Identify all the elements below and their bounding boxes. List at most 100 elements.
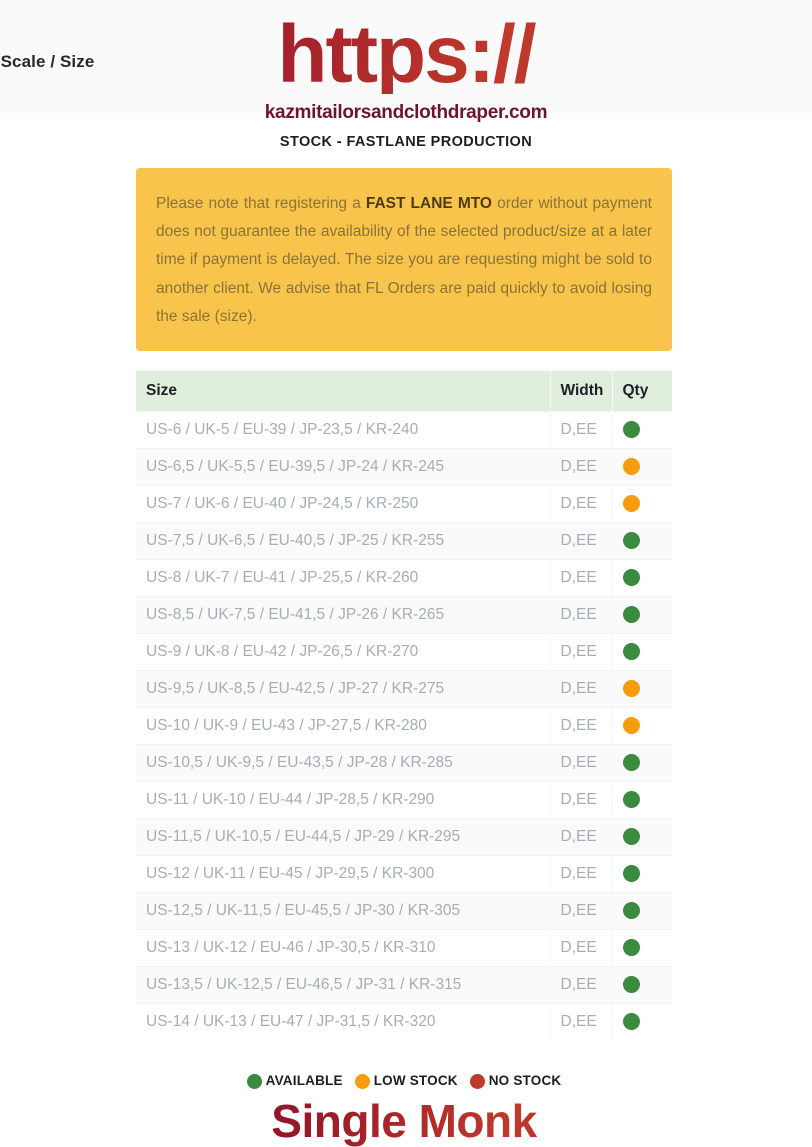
cell-size: US-8 / UK-7 / EU-41 / JP-25,5 / KR-260: [136, 559, 551, 597]
stock-status-available-icon: [622, 569, 640, 587]
cell-size: US-13 / UK-12 / EU-46 / JP-30,5 / KR-310: [136, 929, 551, 967]
cell-size: US-11 / UK-10 / EU-44 / JP-28,5 / KR-290: [136, 781, 551, 819]
cell-size: US-11,5 / UK-10,5 / EU-44,5 / JP-29 / KR…: [136, 818, 551, 856]
cell-width: D,EE: [550, 670, 613, 708]
legend-label: NO STOCK: [488, 1073, 562, 1089]
cell-width: D,EE: [550, 448, 613, 486]
stock-status-available-icon: [622, 532, 640, 550]
cell-width: D,EE: [550, 855, 613, 893]
stock-legend: AVAILABLE LOW STOCK NO STOCK: [136, 1072, 672, 1090]
stock-status-available-icon: [622, 791, 640, 809]
stock-status-low-icon: [622, 680, 640, 698]
table-row[interactable]: US-11 / UK-10 / EU-44 / JP-28,5 / KR-290…: [136, 781, 672, 819]
stock-table-head: Size Width Qty: [136, 371, 672, 412]
cell-qty: [612, 633, 672, 671]
cell-size: US-13,5 / UK-12,5 / EU-46,5 / JP-31 / KR…: [136, 966, 551, 1004]
cell-qty: [612, 596, 672, 634]
cell-width: D,EE: [550, 966, 613, 1004]
table-row[interactable]: US-9 / UK-8 / EU-42 / JP-26,5 / KR-270 D,…: [136, 633, 672, 671]
table-row[interactable]: US-12 / UK-11 / EU-45 / JP-29,5 / KR-300…: [136, 855, 672, 893]
stock-status-available-icon: [622, 902, 640, 920]
header-band: [0, 0, 812, 113]
table-row[interactable]: US-7 / UK-6 / EU-40 / JP-24,5 / KR-250 D,…: [136, 485, 672, 523]
table-row[interactable]: US-6 / UK-5 / EU-39 / JP-23,5 / KR-240 D,…: [136, 411, 672, 449]
legend-label: AVAILABLE: [265, 1073, 343, 1089]
stock-table-body: US-6 / UK-5 / EU-39 / JP-23,5 / KR-240 D,…: [136, 411, 672, 1041]
table-row[interactable]: US-6,5 / UK-5,5 / EU-39,5 / JP-24 / KR-2…: [136, 448, 672, 486]
table-row[interactable]: US-13 / UK-12 / EU-46 / JP-30,5 / KR-310…: [136, 929, 672, 967]
warning-text-after: order without payment does not guarantee…: [156, 195, 652, 325]
cell-width: D,EE: [550, 929, 613, 967]
table-row[interactable]: US-14 / UK-13 / EU-47 / JP-31,5 / KR-320…: [136, 1003, 672, 1041]
table-row[interactable]: US-10,5 / UK-9,5 / EU-43,5 / JP-28 / KR-…: [136, 744, 672, 782]
cell-width: D,EE: [550, 892, 613, 930]
legend-label: LOW STOCK: [373, 1073, 458, 1089]
stock-status-available-icon: [622, 828, 640, 846]
stock-table: Size Width Qty US-6 / UK-5 / EU-39 / JP-…: [136, 371, 672, 1041]
cell-qty: [612, 485, 672, 523]
stock-status-available-icon: [622, 643, 640, 661]
cell-width: D,EE: [550, 633, 613, 671]
stock-status-low-icon: [622, 458, 640, 476]
table-header-row: Size Width Qty: [136, 371, 672, 412]
cell-qty: [612, 892, 672, 930]
table-row[interactable]: US-9,5 / UK-8,5 / EU-42,5 / JP-27 / KR-2…: [136, 670, 672, 708]
cell-size: US-6,5 / UK-5,5 / EU-39,5 / JP-24 / KR-2…: [136, 448, 551, 486]
cell-size: US-12 / UK-11 / EU-45 / JP-29,5 / KR-300: [136, 855, 551, 893]
cell-qty: [612, 966, 672, 1004]
stock-status-available-icon: [622, 421, 640, 439]
main-content: Please note that registering a FAST LANE…: [136, 168, 672, 1147]
cell-width: D,EE: [550, 1003, 613, 1041]
stock-status-low-icon: [622, 495, 640, 513]
cell-size: US-8,5 / UK-7,5 / EU-41,5 / JP-26 / KR-2…: [136, 596, 551, 634]
page-subtitle: STOCK - FASTLANE PRODUCTION: [279, 133, 533, 150]
cell-size: US-9,5 / UK-8,5 / EU-42,5 / JP-27 / KR-2…: [136, 670, 551, 708]
cell-width: D,EE: [550, 781, 613, 819]
legend-none-icon: [469, 1073, 485, 1089]
cell-width: D,EE: [550, 707, 613, 745]
table-row[interactable]: US-13,5 / UK-12,5 / EU-46,5 / JP-31 / KR…: [136, 966, 672, 1004]
cell-width: D,EE: [550, 596, 613, 634]
cell-size: US-12,5 / UK-11,5 / EU-45,5 / JP-30 / KR…: [136, 892, 551, 930]
table-row[interactable]: US-7,5 / UK-6,5 / EU-40,5 / JP-25 / KR-2…: [136, 522, 672, 560]
cell-qty: [612, 559, 672, 597]
column-header-size[interactable]: Size: [136, 371, 551, 412]
cell-size: US-7,5 / UK-6,5 / EU-40,5 / JP-25 / KR-2…: [136, 522, 551, 560]
stock-status-available-icon: [622, 939, 640, 957]
cell-qty: [612, 929, 672, 967]
table-row[interactable]: US-10 / UK-9 / EU-43 / JP-27,5 / KR-280 D…: [136, 707, 672, 745]
legend-item-none: NO STOCK: [469, 1073, 562, 1089]
stock-status-low-icon: [622, 717, 640, 735]
cell-qty: [612, 670, 672, 708]
stock-status-available-icon: [622, 754, 640, 772]
table-row[interactable]: US-8 / UK-7 / EU-41 / JP-25,5 / KR-260 D,…: [136, 559, 672, 597]
cell-size: US-6 / UK-5 / EU-39 / JP-23,5 / KR-240: [136, 411, 551, 449]
legend-item-available: AVAILABLE: [246, 1073, 343, 1089]
cell-qty: [612, 744, 672, 782]
column-header-width[interactable]: Width: [550, 371, 613, 412]
cell-width: D,EE: [550, 411, 613, 449]
stock-status-available-icon: [622, 976, 640, 994]
cell-width: D,EE: [550, 485, 613, 523]
stock-status-available-icon: [622, 1013, 640, 1031]
scale-size-label: t Scale / Size: [0, 52, 95, 71]
table-row[interactable]: US-11,5 / UK-10,5 / EU-44,5 / JP-29 / KR…: [136, 818, 672, 856]
legend-available-icon: [246, 1073, 262, 1089]
legend-low-icon: [354, 1073, 370, 1089]
cell-width: D,EE: [550, 522, 613, 560]
warning-text-before: Please note that registering a: [156, 195, 366, 212]
table-row[interactable]: US-8,5 / UK-7,5 / EU-41,5 / JP-26 / KR-2…: [136, 596, 672, 634]
stock-status-available-icon: [622, 865, 640, 883]
table-row[interactable]: US-12,5 / UK-11,5 / EU-45,5 / JP-30 / KR…: [136, 892, 672, 930]
cell-qty: [612, 1003, 672, 1041]
column-header-qty[interactable]: Qty: [612, 371, 672, 412]
fast-lane-warning-box: Please note that registering a FAST LANE…: [136, 168, 672, 352]
cell-qty: [612, 448, 672, 486]
cell-width: D,EE: [550, 559, 613, 597]
cell-size: US-14 / UK-13 / EU-47 / JP-31,5 / KR-320: [136, 1003, 551, 1041]
cell-size: US-10,5 / UK-9,5 / EU-43,5 / JP-28 / KR-…: [136, 744, 551, 782]
cell-width: D,EE: [550, 744, 613, 782]
cell-size: US-9 / UK-8 / EU-42 / JP-26,5 / KR-270: [136, 633, 551, 671]
cell-qty: [612, 855, 672, 893]
cell-qty: [612, 781, 672, 819]
